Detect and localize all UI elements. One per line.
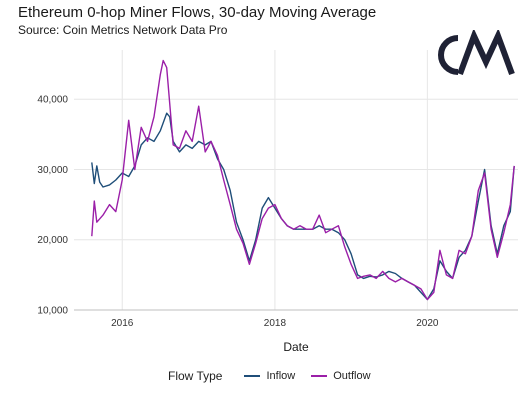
legend-label-inflow: Inflow (266, 370, 296, 382)
legend-title: Flow Type (168, 369, 223, 383)
legend-swatch-outflow (311, 375, 328, 377)
x-tick-label: 2016 (111, 318, 134, 329)
y-tick-label: 30,000 (37, 165, 68, 176)
legend: Flow Type Inflow Outflow (168, 369, 387, 383)
y-tick-label: 10,000 (37, 306, 68, 317)
series-line-outflow (91, 59, 515, 301)
legend-item-outflow: Outflow (311, 370, 371, 382)
chart-title: Ethereum 0-hop Miner Flows, 30-day Movin… (18, 4, 377, 21)
legend-swatch-inflow (244, 375, 261, 377)
series-line-inflow (91, 112, 515, 301)
x-tick-label: 2018 (264, 318, 287, 329)
legend-item-inflow: Inflow (244, 370, 295, 382)
coin-metrics-logo (438, 30, 515, 76)
y-tick-label: 20,000 (37, 235, 68, 246)
logo-c-shape (438, 35, 459, 75)
tick-layer: 10,000 20,000 30,000 40,000 2016 2018 2020 (37, 95, 439, 329)
logo-m-shape (457, 30, 515, 76)
x-axis-title: Date (283, 340, 309, 354)
grid-layer (74, 50, 518, 311)
x-tick-label: 2020 (416, 318, 439, 329)
series-layer (91, 59, 515, 301)
legend-label-outflow: Outflow (333, 370, 371, 382)
y-tick-label: 40,000 (37, 95, 68, 106)
chart-subtitle: Source: Coin Metrics Network Data Pro (18, 23, 228, 37)
